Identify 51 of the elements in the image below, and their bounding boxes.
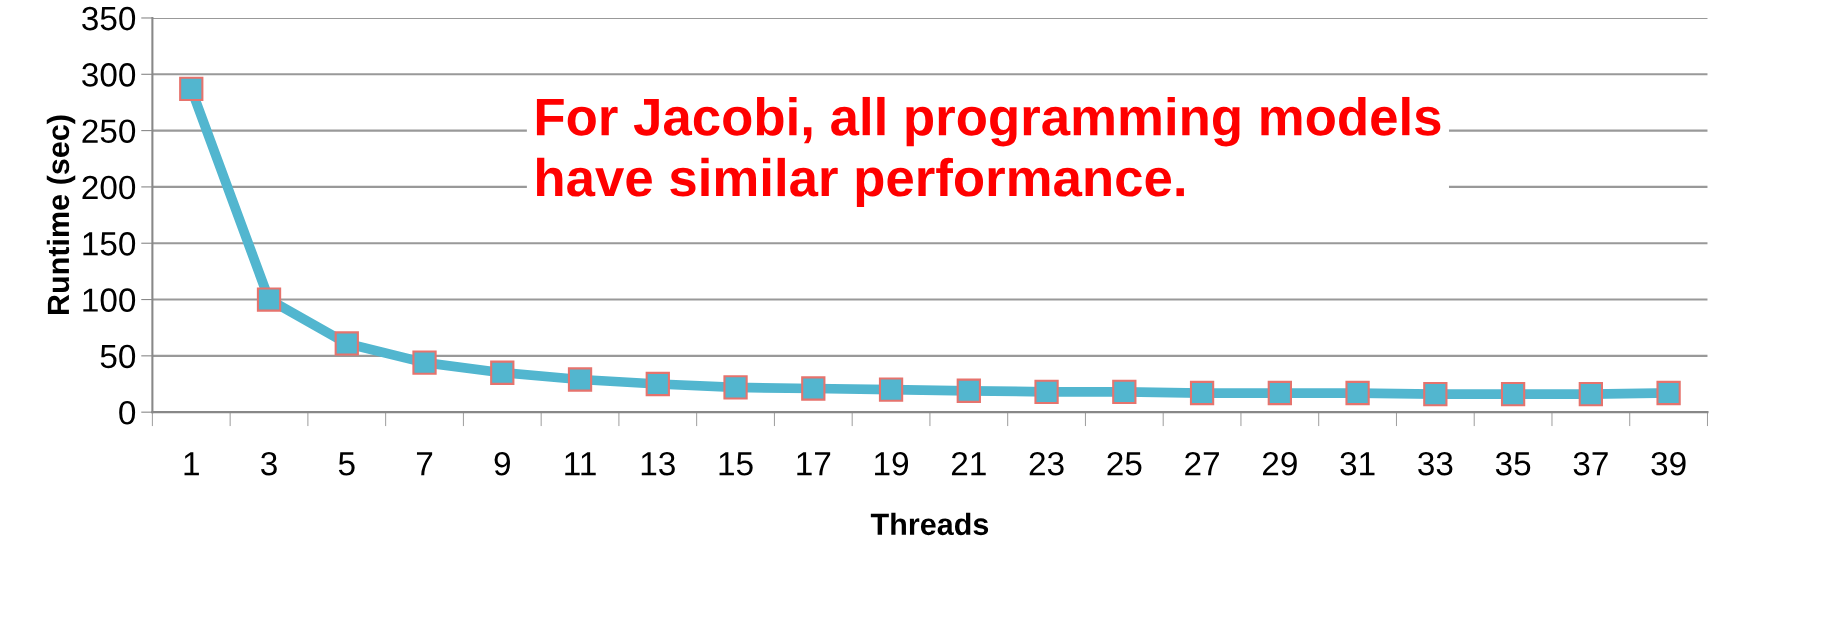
x-tick-label: 19 xyxy=(875,451,909,476)
point xyxy=(567,367,593,392)
x-tick-label: 23 xyxy=(1029,451,1064,476)
point xyxy=(878,377,904,402)
point xyxy=(412,350,437,375)
point xyxy=(490,360,515,385)
y-tick-label: 200 xyxy=(82,175,136,200)
x-tick-label: 7 xyxy=(416,452,433,476)
x-tick-label: 1 xyxy=(184,452,199,476)
point xyxy=(179,76,204,102)
x-tick-label: 11 xyxy=(565,452,596,476)
y-tick-label: 100 xyxy=(83,288,136,312)
x-tick-label: 21 xyxy=(951,451,986,476)
x-tick-label: 25 xyxy=(1107,451,1142,476)
point xyxy=(1500,381,1526,407)
point xyxy=(334,331,359,356)
x-tick-label: 39 xyxy=(1651,451,1686,476)
point xyxy=(1034,379,1059,405)
y-tick-label: 50 xyxy=(100,344,136,369)
x-axis-title: Threads xyxy=(870,512,989,536)
point xyxy=(1112,379,1137,405)
y-tick-label: 350 xyxy=(82,6,136,31)
x-tick-label: 29 xyxy=(1262,451,1297,476)
annotation: For Jacobi, all programming models have similar performance. xyxy=(536,96,1441,208)
y-tick-label: 0 xyxy=(119,400,136,425)
x-tick-label: 13 xyxy=(641,451,675,476)
x-tick-label: 15 xyxy=(719,452,753,476)
point xyxy=(1656,380,1681,406)
point xyxy=(801,376,826,401)
y-tick-label: 300 xyxy=(82,63,136,87)
point xyxy=(645,371,670,397)
point xyxy=(956,378,981,403)
x-tick-label: 31 xyxy=(1340,451,1375,476)
x-tick-label: 33 xyxy=(1418,451,1453,476)
point xyxy=(1267,380,1292,406)
x-tick-label: 27 xyxy=(1185,451,1219,476)
point xyxy=(1345,380,1370,406)
y-axis-title: Runtime (sec) xyxy=(46,115,76,315)
point xyxy=(1578,381,1603,407)
x-tick-label: 9 xyxy=(494,451,510,476)
point xyxy=(256,287,282,312)
x-tick-label: 17 xyxy=(797,452,831,476)
x-tick-label: 35 xyxy=(1495,451,1531,476)
point xyxy=(723,375,748,400)
y-tick-label: 250 xyxy=(82,119,136,144)
x-tick-label: 5 xyxy=(338,452,355,476)
point xyxy=(1189,380,1215,406)
point xyxy=(1423,381,1448,407)
y-tick-label: 150 xyxy=(83,232,136,256)
x-tick-label: 37 xyxy=(1573,451,1608,476)
x-tick-label: 3 xyxy=(261,451,277,476)
